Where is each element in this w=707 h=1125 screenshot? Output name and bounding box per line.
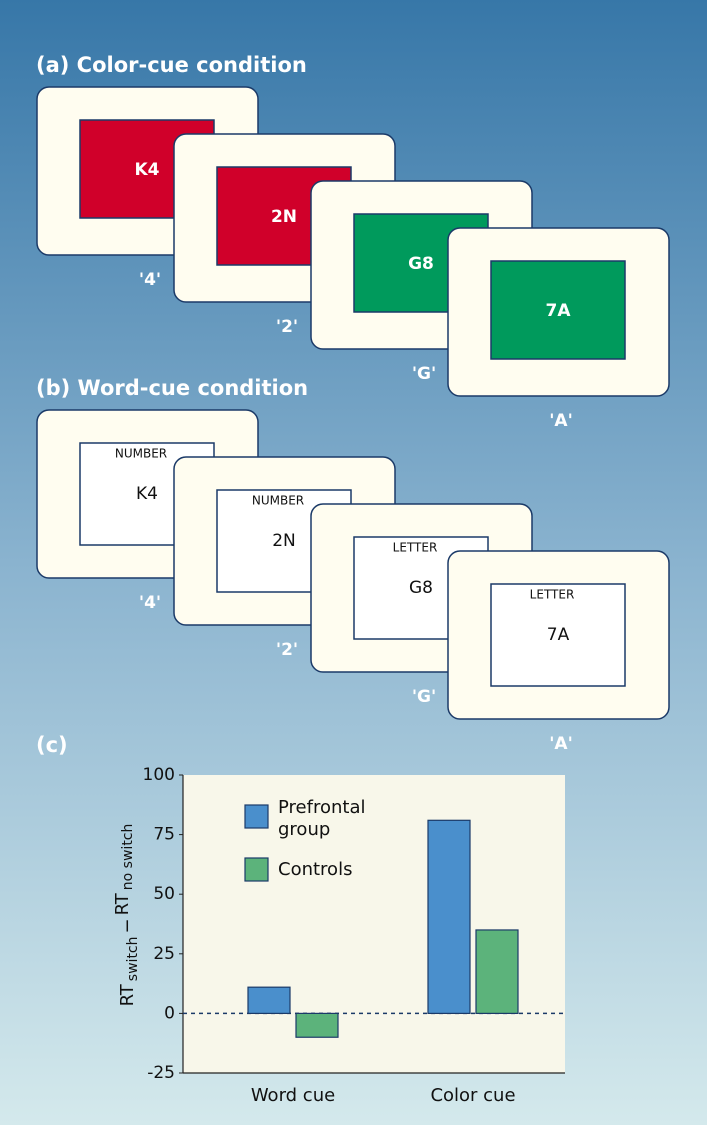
stimulus: G8 [409,578,433,598]
response: '4' [139,593,161,613]
y-axis-label: RTswitch−RTno switch [112,824,141,1007]
legend-line: group [278,819,330,840]
y-label-part: RT [117,983,138,1006]
y-tick-label: 100 [143,765,175,785]
cue-word: NUMBER [115,447,167,461]
response: '4' [139,270,161,290]
bar [295,1012,339,1038]
cue-color [490,260,626,360]
response: '2' [276,317,298,337]
response: '2' [276,640,298,660]
stimulus: G8 [408,254,434,274]
x-tick-label: Word cue [251,1085,335,1106]
y-tick-label: 25 [153,944,175,964]
cue-word: NUMBER [252,494,304,508]
bar [427,819,471,1015]
legend-line: Prefrontal [278,797,365,818]
response: 'G' [412,687,436,707]
stimulus: 7A [547,625,570,645]
y-label-part: no switch [120,824,136,891]
x-tick-label: Color cue [430,1085,515,1106]
response: 'A' [549,411,573,431]
legend-swatch [244,804,269,829]
y-label-part: RT [112,892,133,915]
cue-word: LETTER [530,588,575,602]
bar [475,929,519,1015]
panel-a-title: (a) Color-cue condition [36,53,307,77]
panel-c-title: (c) [36,733,68,757]
y-tick-label: 0 [164,1003,175,1023]
y-label-part: − [117,918,138,933]
stimulus: 2N [271,207,297,227]
plot-area [183,775,565,1073]
stimulus: 2N [272,531,296,551]
bar [247,986,291,1015]
cue-word: LETTER [393,541,438,555]
cue-box [490,583,626,687]
y-tick-label: 50 [153,884,175,904]
y-label-part: switch [125,936,141,981]
y-tick-label: -25 [147,1063,175,1083]
panel-b-title: (b) Word-cue condition [36,376,308,400]
response: 'G' [412,364,436,384]
stimulus: 7A [546,301,572,321]
legend-label: Controls [278,859,352,880]
legend-swatch [244,857,269,882]
response: 'A' [549,734,573,754]
legend-label: Prefrontal group [278,797,365,840]
y-tick-label: 75 [153,825,175,845]
stimulus: K4 [134,160,159,180]
stimulus: K4 [136,484,158,504]
